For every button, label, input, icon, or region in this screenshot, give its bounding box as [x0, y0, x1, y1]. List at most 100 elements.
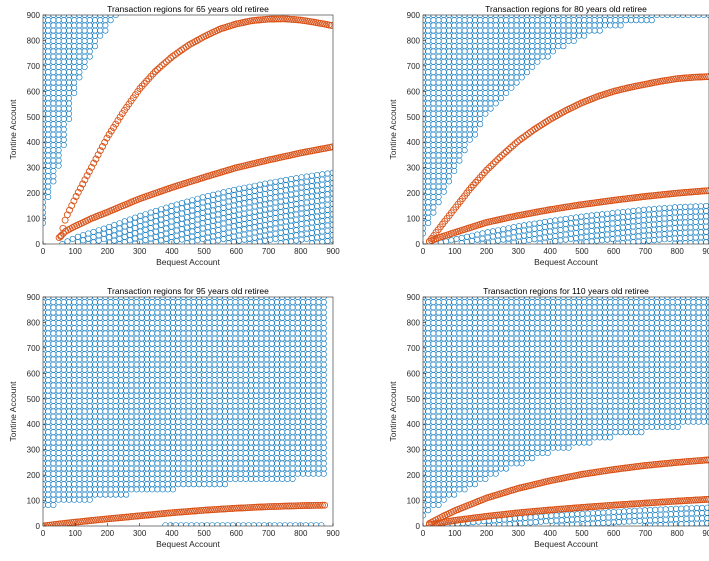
region-point — [212, 341, 217, 346]
region-point — [467, 352, 472, 357]
region-point — [61, 85, 66, 90]
region-point — [441, 28, 446, 33]
region-point — [589, 239, 594, 244]
region-point — [144, 487, 149, 492]
region-point — [134, 419, 139, 424]
region-point — [228, 393, 233, 398]
region-point — [160, 341, 165, 346]
region-point — [124, 440, 129, 445]
region-point — [165, 476, 170, 481]
region-point — [441, 111, 446, 116]
region-point — [264, 362, 269, 367]
region-point — [667, 226, 672, 231]
region-point — [65, 239, 70, 244]
region-point — [221, 210, 226, 215]
region-point — [535, 23, 540, 28]
region-point — [108, 300, 113, 305]
region-point — [493, 23, 498, 28]
region-point — [51, 388, 56, 393]
region-point — [426, 461, 431, 466]
region-point — [311, 424, 316, 429]
region-point — [165, 346, 170, 351]
region-point — [441, 331, 446, 336]
region-point — [228, 398, 233, 403]
region-point — [87, 471, 92, 476]
region-point — [584, 229, 589, 234]
region-point — [467, 85, 472, 90]
y-tick-label: 300 — [27, 164, 41, 173]
y-tick-label: 0 — [416, 240, 421, 249]
region-point — [483, 310, 488, 315]
region-point — [98, 435, 103, 440]
region-point — [103, 331, 108, 336]
region-point — [316, 388, 321, 393]
region-point — [82, 362, 87, 367]
region-point — [176, 300, 181, 305]
region-point — [170, 357, 175, 362]
region-point — [467, 49, 472, 54]
region-point — [259, 404, 264, 409]
region-point — [254, 461, 259, 466]
region-point — [207, 424, 212, 429]
region-point — [615, 215, 620, 220]
region-point — [651, 222, 656, 227]
region-point — [483, 75, 488, 80]
region-point — [573, 215, 578, 220]
region-point — [431, 80, 436, 85]
region-point — [56, 466, 61, 471]
region-point — [51, 336, 56, 341]
region-point — [228, 424, 233, 429]
region-point — [527, 227, 532, 232]
region-point — [195, 217, 200, 222]
region-point — [241, 523, 246, 528]
region-point — [212, 346, 217, 351]
region-point — [212, 315, 217, 320]
region-point — [228, 430, 233, 435]
region-point — [217, 315, 222, 320]
region-point — [688, 204, 693, 209]
region-point — [165, 326, 170, 331]
region-point — [118, 461, 123, 466]
region-point — [196, 331, 201, 336]
region-point — [441, 419, 446, 424]
region-point — [426, 492, 431, 497]
region-point — [70, 236, 75, 241]
region-point — [160, 482, 165, 487]
region-point — [662, 231, 667, 236]
region-point — [259, 346, 264, 351]
region-point — [164, 205, 169, 210]
region-point — [278, 204, 283, 209]
region-point — [150, 461, 155, 466]
region-point — [66, 305, 71, 310]
region-point — [202, 336, 207, 341]
region-point — [320, 208, 325, 213]
region-point — [148, 215, 153, 220]
region-point — [620, 209, 625, 214]
region-point — [488, 101, 493, 106]
region-point — [155, 357, 160, 362]
region-point — [285, 352, 290, 357]
region-point — [150, 476, 155, 481]
region-point — [150, 310, 155, 315]
region-point — [472, 471, 477, 476]
region-point — [248, 471, 253, 476]
region-point — [124, 476, 129, 481]
region-point — [636, 208, 641, 213]
region-point — [46, 44, 51, 49]
region-point — [441, 461, 446, 466]
region-point — [483, 326, 488, 331]
region-point — [155, 409, 160, 414]
region-point — [462, 404, 467, 409]
region-point — [113, 336, 118, 341]
region-point — [248, 388, 253, 393]
x-tick-label: 100 — [69, 529, 83, 538]
region-point — [108, 378, 113, 383]
region-point — [436, 111, 441, 116]
region-point — [446, 310, 451, 315]
region-point — [274, 326, 279, 331]
region-point — [46, 487, 51, 492]
region-point — [321, 461, 326, 466]
region-point — [509, 80, 514, 85]
region-point — [191, 440, 196, 445]
region-point — [56, 127, 61, 132]
